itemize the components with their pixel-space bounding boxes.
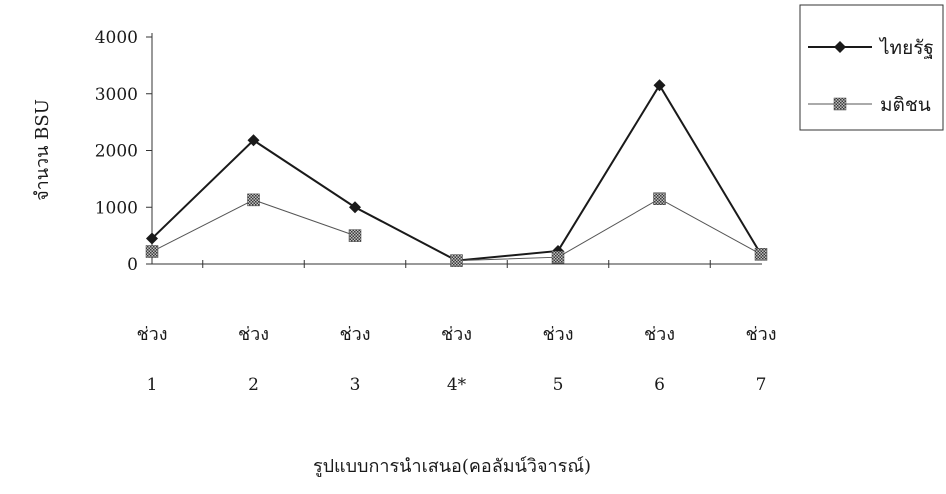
series-line [456,198,762,262]
x-tick-label-word: ช่วง [441,324,472,345]
x-tick-label-number: 1 [147,375,158,395]
data-point [450,254,463,267]
data-point [247,134,260,147]
y-axis-title: จำนวน BSU [32,99,53,201]
data-point [551,250,565,264]
data-point [146,232,158,245]
y-tick-label: 0 [127,255,138,275]
data-point [653,192,666,205]
legend-label-1: มติชน [880,94,931,116]
data-point [247,193,260,207]
x-tick-label-word: ช่วง [238,324,269,345]
x-tick-label-number: 5 [553,375,564,395]
series-1 [145,192,768,267]
x-tick-label-number: 6 [654,375,665,395]
series-line [151,83,762,262]
x-tick-label-number: 7 [756,375,767,395]
legend-entry-0: ไทยรัฐ [808,37,934,59]
x-tick-label-number: 2 [248,375,259,395]
x-tick-label-word: ช่วง [745,324,776,345]
legend-label-0: ไทยรัฐ [878,37,934,59]
legend: ไทยรัฐ มติชน [799,4,944,131]
y-tick-label: 2000 [95,142,138,162]
x-tick-label-word: ช่วง [644,324,675,345]
legend-entry-1: มติชน [808,94,931,116]
x-tick-label-word: ช่วง [542,324,573,345]
y-tick-label: 1000 [95,198,138,218]
data-point [349,201,361,214]
legend-box [799,4,944,131]
y-tick-label: 3000 [95,85,138,105]
y-axis: 0 1000 2000 3000 4000 [95,28,153,275]
y-ticks: 0 1000 2000 3000 4000 [95,28,152,275]
x-tick-label-word: ช่วง [339,324,370,345]
legend-marker-0 [834,41,846,53]
x-ticks [202,260,711,268]
data-point [145,245,159,258]
x-tick-label-number: 4* [447,375,467,395]
series-0 [146,79,767,267]
data-point [653,79,666,92]
x-tick-label-word: ช่วง [136,324,167,345]
x-axis-title: รูปแบบการนำเสนอ(คอลัมน์วิจารณ์) [313,456,591,477]
data-point [348,229,362,242]
data-point [754,248,768,261]
legend-marker-1 [833,97,847,111]
series-layer [145,79,768,267]
x-tick-label-number: 3 [350,375,361,395]
y-tick-label: 4000 [95,28,138,48]
x-tick-labels: ช่วง 1 ช่วง 2 ช่วง 3 ช่วง 4* ช่วง 5 ช่วง 6 ช่วง 7 [136,324,776,395]
